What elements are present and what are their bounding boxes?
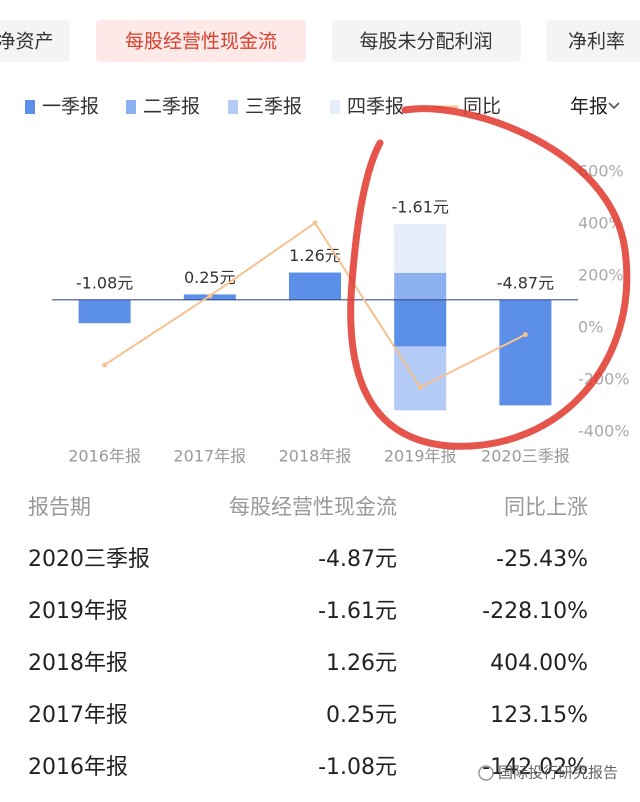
table: 报告期 每股经营性现金流 同比上涨 2020三季报 -4.87元 -25.43% 2019年… bbox=[28, 495, 588, 780]
x-tick-label: 2019年报 bbox=[384, 447, 457, 466]
hand-drawn-circle bbox=[347, 105, 631, 450]
x-tick-label: 2018年报 bbox=[279, 447, 352, 466]
table-cell: 2017年报 bbox=[28, 703, 128, 728]
table-cell: 2019年报 bbox=[28, 599, 128, 624]
table-cell: -142.02% bbox=[482, 755, 588, 780]
legend-marker bbox=[228, 100, 238, 114]
x-tick-label: 2020三季报 bbox=[481, 447, 570, 466]
table-cell: 2020三季报 bbox=[28, 547, 150, 572]
data-label: -1.08元 bbox=[76, 273, 133, 292]
table-cell: 0.25元 bbox=[326, 703, 397, 728]
dropdown-icon[interactable] bbox=[608, 102, 620, 110]
table-cell: -25.43% bbox=[496, 547, 588, 572]
table-cell: -228.10% bbox=[482, 599, 588, 624]
table-cell: -1.08元 bbox=[318, 755, 397, 780]
table-cell: 404.00% bbox=[490, 651, 588, 676]
tab-label[interactable]: 每股未分配利润 bbox=[359, 31, 492, 53]
data-label: -4.87元 bbox=[497, 273, 554, 292]
legend-label: 四季报 bbox=[347, 96, 404, 118]
legend-marker bbox=[330, 100, 340, 114]
y2-tick-label: 200% bbox=[578, 266, 624, 285]
bar bbox=[394, 224, 447, 273]
legend-label: 二季报 bbox=[143, 96, 200, 118]
table-cell: 2016年报 bbox=[28, 755, 128, 780]
tab[interactable] bbox=[0, 20, 70, 62]
table-cell: 1.26元 bbox=[326, 651, 397, 676]
watermark: 国际投行研究报告 bbox=[498, 764, 618, 782]
table-header: 同比上涨 bbox=[504, 495, 588, 519]
table-cell: -1.61元 bbox=[318, 599, 397, 624]
line-point bbox=[417, 384, 423, 390]
table-cell: -4.87元 bbox=[318, 547, 397, 572]
chart: 一季报 二季报 三季报 四季报 同比600%400%200%0%-200%-400%-1… bbox=[25, 96, 630, 466]
tab-active[interactable] bbox=[96, 20, 306, 62]
bar bbox=[394, 299, 447, 347]
bar bbox=[499, 299, 552, 406]
legend-label: 三季报 bbox=[245, 96, 302, 118]
line-point bbox=[207, 293, 213, 299]
data-label: -1.61元 bbox=[391, 198, 448, 217]
table-header: 每股经营性现金流 bbox=[229, 495, 397, 519]
tab-label[interactable]: 净利率 bbox=[568, 31, 625, 53]
tab[interactable] bbox=[332, 20, 521, 62]
y2-tick-label: 0% bbox=[578, 318, 603, 337]
data-label: 1.26元 bbox=[289, 246, 341, 265]
legend-label: 一季报 bbox=[42, 96, 99, 118]
line-point bbox=[102, 362, 108, 368]
x-tick-label: 2016年报 bbox=[68, 447, 141, 466]
tab-label[interactable]: 净资产 bbox=[0, 31, 54, 53]
table-cell: 2018年报 bbox=[28, 651, 128, 676]
table-cell: 123.15% bbox=[490, 703, 588, 728]
watermark-icon bbox=[478, 765, 494, 781]
y2-tick-label: -400% bbox=[578, 422, 630, 441]
bar bbox=[78, 299, 131, 324]
data-label: 0.25元 bbox=[184, 268, 236, 287]
line-point bbox=[312, 220, 318, 226]
legend-marker bbox=[25, 100, 35, 114]
tab-label[interactable]: 每股经营性现金流 bbox=[125, 31, 277, 53]
x-tick-label: 2017年报 bbox=[173, 447, 246, 466]
legend-marker bbox=[126, 100, 136, 114]
line-point bbox=[522, 332, 528, 338]
period-selector[interactable]: 年报 bbox=[570, 96, 608, 118]
bar bbox=[289, 272, 341, 300]
tab[interactable] bbox=[546, 20, 640, 62]
table-header: 报告期 bbox=[28, 495, 91, 519]
bar bbox=[394, 272, 447, 300]
